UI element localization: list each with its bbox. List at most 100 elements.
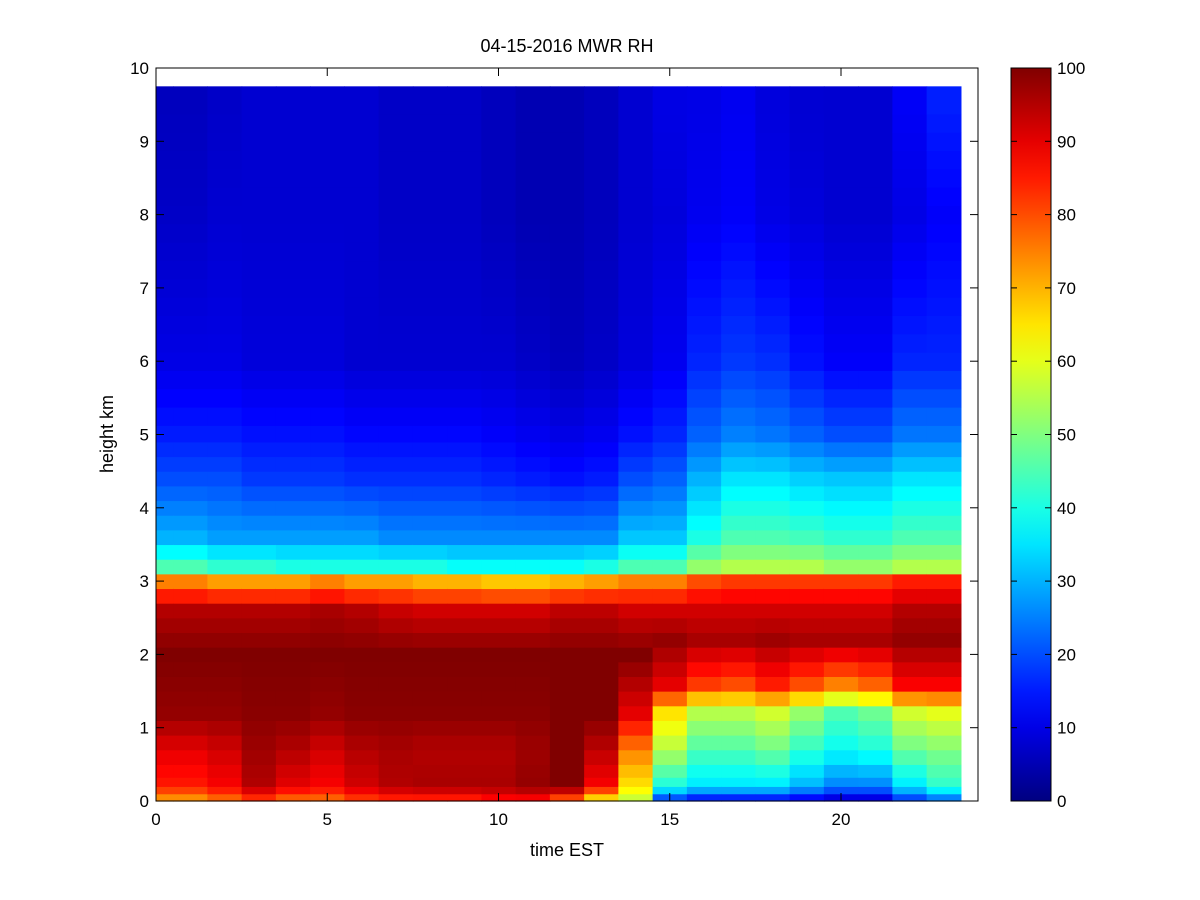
heatmap-cell	[173, 242, 208, 262]
heatmap-cell	[481, 113, 517, 133]
heatmap-cell	[652, 205, 688, 225]
heatmap-cell	[241, 749, 277, 765]
chart-title: 04-15-2016 MWR RH	[480, 36, 653, 56]
heatmap-cell	[618, 661, 654, 677]
heatmap-cell	[652, 242, 688, 262]
heatmap-cell	[686, 132, 722, 152]
heatmap-cell	[241, 559, 277, 575]
heatmap-cell	[892, 786, 928, 795]
heatmap-cell	[618, 370, 654, 390]
heatmap-cell	[721, 705, 756, 721]
heatmap-cell	[926, 456, 962, 472]
heatmap-cell	[447, 388, 482, 408]
heatmap-cell	[241, 86, 277, 115]
heatmap-cell	[173, 735, 208, 751]
heatmap-cell	[378, 786, 414, 795]
heatmap-cell	[618, 617, 654, 634]
heatmap-cell	[310, 632, 345, 648]
heatmap-cell	[755, 278, 791, 298]
heatmap-cell	[378, 485, 414, 502]
heatmap-cell	[378, 425, 414, 443]
heatmap-cell	[686, 544, 722, 560]
heatmap-cell	[755, 793, 791, 802]
heatmap-cell	[275, 260, 311, 280]
heatmap-cell	[207, 388, 243, 408]
heatmap-cell	[173, 388, 208, 408]
heatmap-cell	[378, 205, 414, 225]
heatmap-cell	[823, 632, 859, 648]
heatmap-cell	[549, 617, 585, 634]
heatmap-cell	[755, 485, 791, 502]
heatmap-cell	[344, 559, 380, 575]
heatmap-cell	[310, 786, 345, 795]
heatmap-cell	[344, 86, 380, 115]
heatmap-cell	[652, 559, 688, 575]
heatmap-cell	[721, 441, 756, 458]
heatmap-cell	[156, 388, 174, 408]
heatmap-cell	[241, 661, 277, 677]
heatmap-cell	[310, 315, 345, 335]
heatmap-cell	[481, 150, 517, 170]
heatmap-cell	[652, 223, 688, 243]
heatmap-cell	[207, 515, 243, 531]
heatmap-cell	[378, 315, 414, 335]
heatmap-cell	[481, 735, 517, 751]
heatmap-cell	[412, 86, 448, 115]
heatmap-cell	[892, 168, 928, 188]
heatmap-cell	[926, 471, 962, 487]
heatmap-cell	[652, 260, 688, 280]
heatmap-cell	[926, 187, 962, 207]
heatmap-cell	[207, 786, 243, 795]
heatmap-cell	[156, 544, 174, 560]
heatmap-cell	[892, 777, 928, 787]
heatmap-cell	[481, 441, 517, 458]
heatmap-cell	[858, 544, 893, 560]
heatmap-cell	[892, 242, 928, 262]
heatmap-cell	[275, 242, 311, 262]
heatmap-cell	[310, 764, 345, 778]
heatmap-cell	[721, 278, 756, 298]
heatmap-cell	[515, 529, 551, 546]
heatmap-cell	[412, 205, 448, 225]
heatmap-cell	[926, 223, 962, 243]
heatmap-cell	[721, 485, 756, 502]
x-tick-label: 20	[832, 810, 851, 829]
heatmap-cell	[173, 456, 208, 472]
heatmap-cell	[755, 425, 791, 443]
heatmap-cell	[515, 573, 551, 590]
heatmap-cell	[549, 278, 585, 298]
y-tick-label: 9	[140, 132, 149, 151]
heatmap-cell	[789, 278, 825, 298]
heatmap-cell	[858, 515, 893, 531]
heatmap-cell	[686, 352, 722, 371]
heatmap-cell	[858, 333, 893, 353]
heatmap-cell	[858, 647, 893, 663]
heatmap-cell	[156, 278, 174, 298]
heatmap-cell	[892, 260, 928, 280]
heatmap-cell	[412, 485, 448, 502]
colorbar-gradient	[1011, 68, 1051, 801]
heatmap-cell	[721, 676, 756, 692]
heatmap-cell	[156, 223, 174, 243]
heatmap-cell	[823, 150, 859, 170]
heatmap-cell	[584, 647, 619, 663]
heatmap-cell	[275, 168, 311, 188]
heatmap-cell	[789, 661, 825, 677]
heatmap-cell	[755, 676, 791, 692]
heatmap-cell	[156, 242, 174, 262]
heatmap-cell	[686, 388, 722, 408]
heatmap-cell	[207, 260, 243, 280]
heatmap-cell	[926, 205, 962, 225]
heatmap-cell	[447, 573, 482, 590]
heatmap-cell	[515, 407, 551, 426]
heatmap-cell	[584, 86, 619, 115]
heatmap-cell	[618, 333, 654, 353]
heatmap-cell	[241, 297, 277, 316]
heatmap-cell	[515, 297, 551, 316]
heatmap-cell	[721, 388, 756, 408]
heatmap-cell	[618, 735, 654, 751]
heatmap-cell	[173, 793, 208, 802]
heatmap-cell	[755, 515, 791, 531]
heatmap-cell	[515, 388, 551, 408]
heatmap-cell	[584, 150, 619, 170]
